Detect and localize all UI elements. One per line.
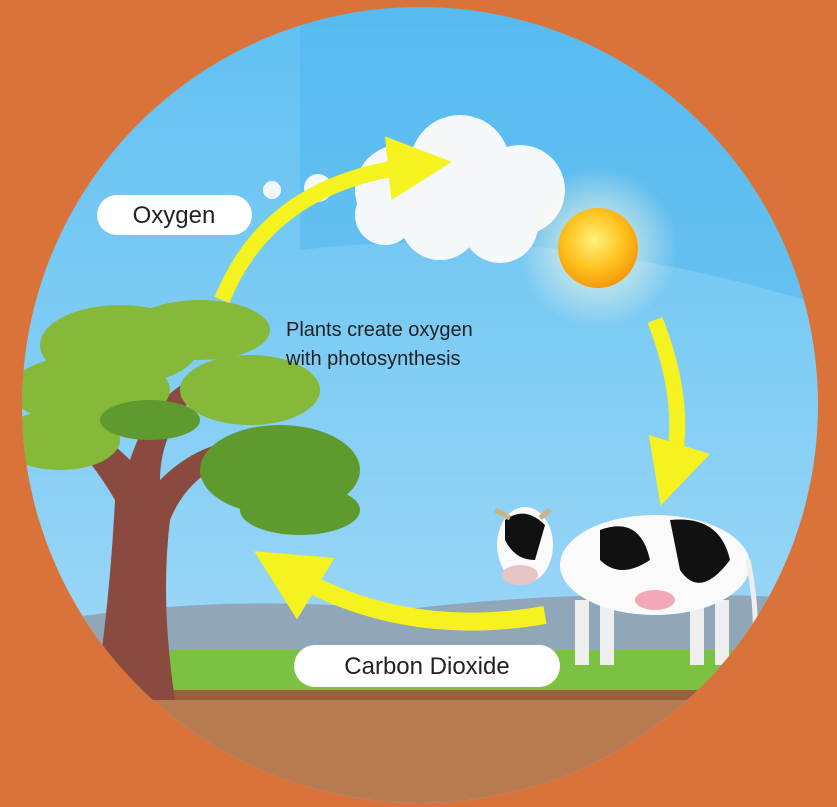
cow xyxy=(493,507,758,665)
tree-foliage xyxy=(22,300,320,470)
oxygen-label: Oxygen xyxy=(133,202,216,229)
carbon-dioxide-pill xyxy=(294,645,560,687)
oxygen-pill xyxy=(97,195,252,235)
arrow-sun-cow xyxy=(647,317,710,506)
caption-line: Plants create oxygen xyxy=(286,319,473,341)
sun xyxy=(558,208,638,288)
tree-shade xyxy=(100,400,360,535)
arrow-oxygen xyxy=(214,136,452,303)
caption-line: with photosynthesis xyxy=(285,348,461,370)
arrow-carbon-dioxide xyxy=(254,551,547,631)
soil-edge xyxy=(22,690,818,700)
carbon-dioxide-label: Carbon Dioxide xyxy=(344,653,509,680)
